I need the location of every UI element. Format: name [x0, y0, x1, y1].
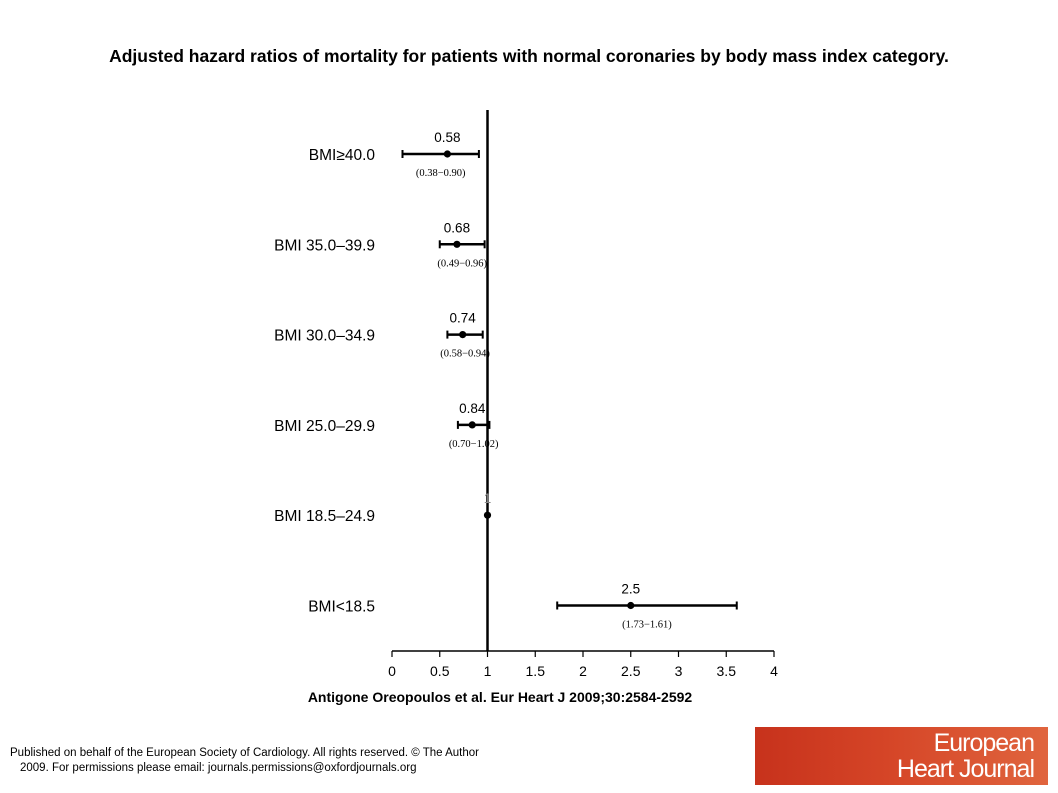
point-estimate — [459, 331, 467, 339]
ci-label: (0.38−0.90) — [416, 168, 466, 179]
value-label: 0.74 — [450, 311, 477, 326]
logo-line-1: European — [933, 729, 1035, 757]
x-tick-label: 1.5 — [526, 663, 546, 679]
ci-label: (0.49−0.96) — [437, 258, 487, 269]
value-label: 0.84 — [459, 401, 486, 416]
value-label: 0.68 — [444, 220, 470, 235]
row-label: BMI 25.0–29.9 — [274, 418, 375, 435]
x-tick-label: 1 — [484, 663, 492, 679]
point-estimate — [483, 511, 492, 519]
footer-line-1: Published on behalf of the European Soci… — [10, 747, 479, 759]
x-tick-label: 3 — [675, 663, 683, 679]
value-label: 0.58 — [434, 130, 460, 145]
row-label: BMI 18.5–24.9 — [274, 508, 375, 525]
x-tick-label: 0.5 — [430, 663, 450, 679]
value-label: 2.5 — [621, 582, 640, 597]
logo-line-2: Heart Journal — [896, 755, 1035, 783]
journal-logo: European Heart Journal — [755, 727, 1048, 785]
citation: Antigone Oreopoulos et al. Eur Heart J 2… — [307, 689, 693, 705]
point-estimate — [627, 601, 635, 610]
forest-row: BMI 25.0–29.9 0.84 (0.70−1.02) — [274, 401, 499, 450]
ci-label: (0.58−0.94) — [440, 349, 490, 360]
copyright-footer: Published on behalf of the European Soci… — [10, 746, 479, 776]
point-estimate — [468, 421, 476, 429]
row-label: BMI<18.5 — [308, 599, 375, 616]
point-estimate — [443, 150, 451, 158]
x-tick-label: 2 — [579, 663, 587, 679]
forest-row: BMI 30.0–34.9 0.74 (0.58−0.94) — [274, 311, 490, 360]
forest-row: BMI<18.5 2.5 (1.73−1.61) — [308, 582, 738, 631]
x-tick-label: 2.5 — [621, 663, 641, 679]
footer-line-2: 2009. For permissions please email: jour… — [20, 762, 417, 774]
row-label: BMI 35.0–39.9 — [274, 237, 375, 254]
x-tick-label: 0 — [388, 663, 396, 679]
chart-title: Adjusted hazard ratios of mortality for … — [109, 46, 949, 66]
ci-label: (0.70−1.02) — [449, 439, 499, 450]
point-estimate — [453, 240, 461, 248]
x-tick-label: 4 — [770, 663, 778, 679]
forest-row: BMI 18.5–24.9 1 — [274, 491, 491, 525]
ci-label: (1.73−1.61) — [622, 620, 672, 631]
row-label: BMI≥40.0 — [309, 147, 376, 164]
value-label: 1 — [484, 491, 492, 506]
row-label: BMI 30.0–34.9 — [274, 328, 375, 345]
forest-row: BMI 35.0–39.9 0.68 (0.49−0.96) — [274, 220, 487, 269]
x-tick-label: 3.5 — [717, 663, 737, 679]
forest-row: BMI≥40.0 0.58 (0.38−0.90) — [309, 130, 480, 179]
